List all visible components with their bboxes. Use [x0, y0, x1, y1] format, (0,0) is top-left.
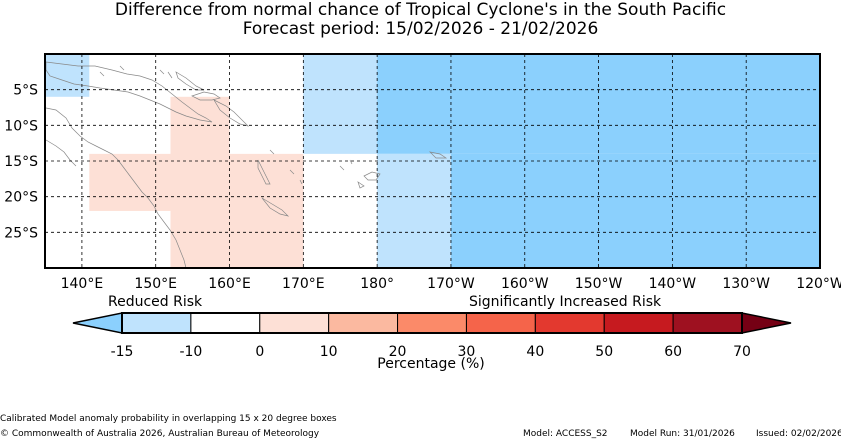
- colorbar-tick-label: 60: [664, 344, 682, 360]
- longitude-tick-labels: 140°E 150°E 160°E 170°E 180° 170°W 160°W 150°W 1…: [61, 276, 841, 292]
- colorbar-tick-label: 50: [595, 344, 613, 360]
- colorbar: -15 -10 0 10 20 30 40 50 60 70: [72, 312, 792, 360]
- colorbar-tick-label: 70: [733, 344, 751, 360]
- lat-tick-label: 25°S: [4, 225, 38, 241]
- coastline-solomon-islands: [213, 99, 250, 127]
- coastline-new-ireland: [175, 71, 205, 91]
- lat-tick-label: 15°S: [4, 154, 38, 170]
- lat-tick-label: 5°S: [13, 83, 38, 99]
- colorbar-tick-label: 0: [255, 344, 264, 360]
- copyright-note: © Commonwealth of Australia 2026, Austra…: [0, 429, 320, 439]
- lon-tick-label: 170°E: [282, 276, 325, 292]
- colorbar-low-extend: [72, 312, 123, 334]
- risk-box-0: [45, 54, 90, 97]
- forecast-period: Forecast period: 15/02/2026 - 21/02/2026: [242, 19, 599, 39]
- colorbar-tick-label: -15: [111, 344, 134, 360]
- lon-tick-label: 180°: [360, 276, 394, 292]
- risk-box-1: [170, 96, 230, 268]
- model-run: Model Run: 31/01/2026: [630, 429, 735, 439]
- colorbar-tick-label: 40: [526, 344, 544, 360]
- colorbar-segment: [190, 312, 261, 334]
- colorbar-segment: [672, 312, 743, 334]
- lon-tick-label: 120°W: [796, 276, 841, 292]
- latitude-tick-labels: 5°S 10°S 15°S 20°S 25°S: [4, 83, 38, 242]
- colorbar-tick-label: 20: [389, 344, 407, 360]
- colorbar-segment: [603, 312, 674, 334]
- coastline-fiji: [357, 171, 381, 189]
- method-note: Calibrated Model anomaly probability in …: [0, 414, 337, 424]
- risk-box-6: [377, 153, 451, 268]
- issued-date: Issued: 02/02/2026: [756, 429, 841, 439]
- lon-tick-label: 170°W: [427, 276, 475, 292]
- colorbar-segment: [328, 312, 399, 334]
- coastline-new-guinea: [45, 61, 213, 123]
- coastline-vanuatu: [257, 159, 271, 185]
- colorbar-segment: [534, 312, 605, 334]
- lon-tick-label: 140°W: [649, 276, 697, 292]
- colorbar-high-extend: [741, 312, 792, 334]
- model-name: Model: ACCESS_S2: [523, 429, 608, 439]
- risk-box-3: [229, 153, 304, 268]
- colorbar-outline: [121, 312, 743, 334]
- colorbar-segment: [121, 312, 192, 334]
- chart-title: Difference from normal chance of Tropica…: [114, 0, 727, 20]
- coastline-samoa: [428, 151, 448, 159]
- colorbar-segment: [397, 312, 467, 334]
- coastline-new-britain: [191, 91, 221, 101]
- lat-tick-label: 20°S: [4, 190, 38, 206]
- lon-tick-label: 130°W: [722, 276, 770, 292]
- lon-tick-label: 160°E: [208, 276, 251, 292]
- colorbar-segment: [465, 312, 536, 334]
- coastlines: [45, 61, 448, 269]
- reduced-risk-label: Reduced Risk: [108, 294, 203, 310]
- colorbar-tick-label: -10: [179, 344, 202, 360]
- increased-risk-label: Significantly Increased Risk: [469, 294, 662, 310]
- coastline-new-caledonia: [261, 197, 290, 217]
- lat-tick-label: 10°S: [4, 118, 38, 134]
- map-frame: [44, 53, 821, 269]
- lon-tick-label: 140°E: [61, 276, 104, 292]
- coastline-australia: [45, 107, 187, 269]
- colorbar-tick-label: 10: [320, 344, 338, 360]
- colorbar-segment: [259, 312, 330, 334]
- risk-box-7: [450, 153, 820, 268]
- lon-tick-label: 150°E: [134, 276, 177, 292]
- lon-tick-label: 150°W: [575, 276, 623, 292]
- risk-box-2: [89, 153, 171, 211]
- colorbar-tick-label: 30: [458, 344, 476, 360]
- risk-box-4: [303, 54, 378, 154]
- coastline-small-islands: [99, 65, 353, 185]
- colorbar-xlabel: Percentage (%): [377, 356, 485, 372]
- risk-boxes: [45, 54, 820, 268]
- lon-tick-label: 160°W: [501, 276, 549, 292]
